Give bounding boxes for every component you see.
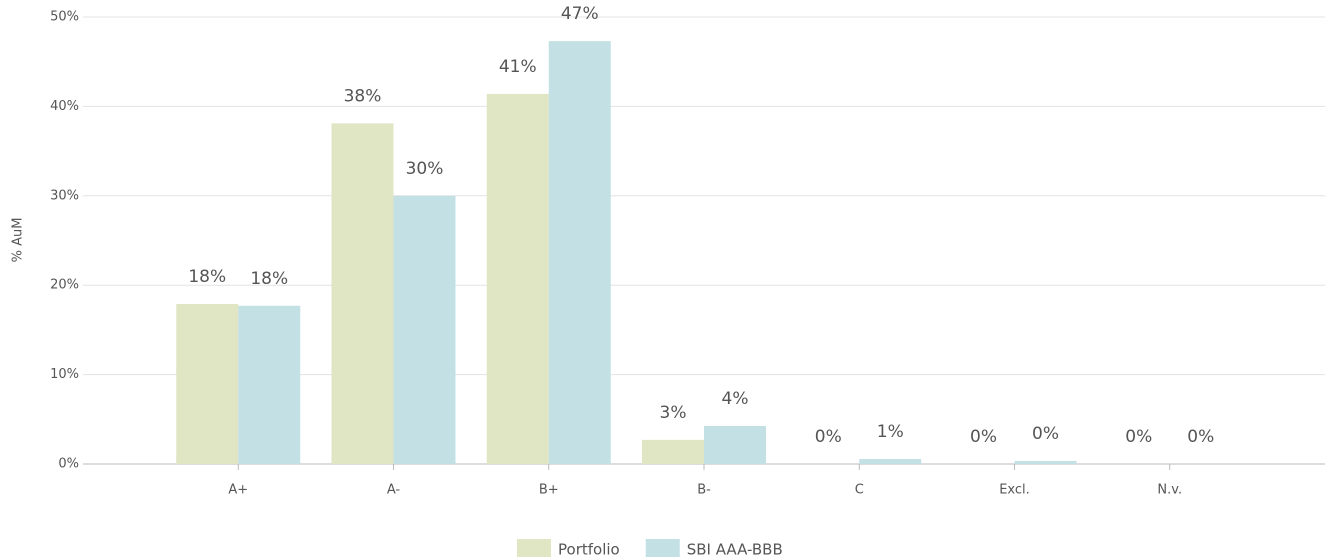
legend-label: Portfolio <box>558 541 620 559</box>
x-tick-label: N.v. <box>1157 483 1182 498</box>
bar <box>859 458 922 464</box>
data-label: 0% <box>970 427 997 447</box>
data-label: 30% <box>406 159 444 179</box>
y-tick-label: 50% <box>50 10 79 25</box>
data-label: 18% <box>250 269 288 289</box>
legend-label: SBI AAA-BBB <box>687 541 783 559</box>
bar <box>393 195 456 465</box>
data-label: 3% <box>660 403 687 423</box>
data-label: 0% <box>1187 427 1214 447</box>
data-label: 0% <box>1032 424 1059 444</box>
bar <box>238 305 301 464</box>
data-label: 0% <box>815 427 842 447</box>
x-tick-label: A- <box>387 483 401 498</box>
bar <box>331 123 394 465</box>
y-tick-label: 20% <box>50 278 79 293</box>
y-tick-label: 40% <box>50 99 79 114</box>
y-tick-label: 0% <box>58 457 79 472</box>
bar <box>486 93 549 464</box>
bar <box>642 439 704 464</box>
bar <box>548 41 611 464</box>
legend-swatch <box>517 539 551 557</box>
data-label: 47% <box>561 4 599 24</box>
y-tick-label: 30% <box>50 188 79 203</box>
x-tick-label: B- <box>697 483 711 498</box>
data-label: 18% <box>188 267 226 287</box>
x-tick-label: C <box>855 483 864 498</box>
legend-swatch <box>645 539 680 557</box>
x-tick-label: A+ <box>228 483 248 498</box>
y-axis-label: % AuM <box>11 218 26 263</box>
x-tick-label: B+ <box>539 483 559 498</box>
data-label: 0% <box>1125 427 1152 447</box>
data-label: 1% <box>877 422 904 442</box>
y-tick-label: 10% <box>50 367 79 382</box>
bar <box>176 303 239 464</box>
data-label: 38% <box>344 86 382 106</box>
data-label: 41% <box>499 57 537 77</box>
bar <box>1014 460 1077 464</box>
bar <box>704 426 766 464</box>
x-tick-label: Excl. <box>999 483 1030 498</box>
data-label: 4% <box>722 389 749 409</box>
